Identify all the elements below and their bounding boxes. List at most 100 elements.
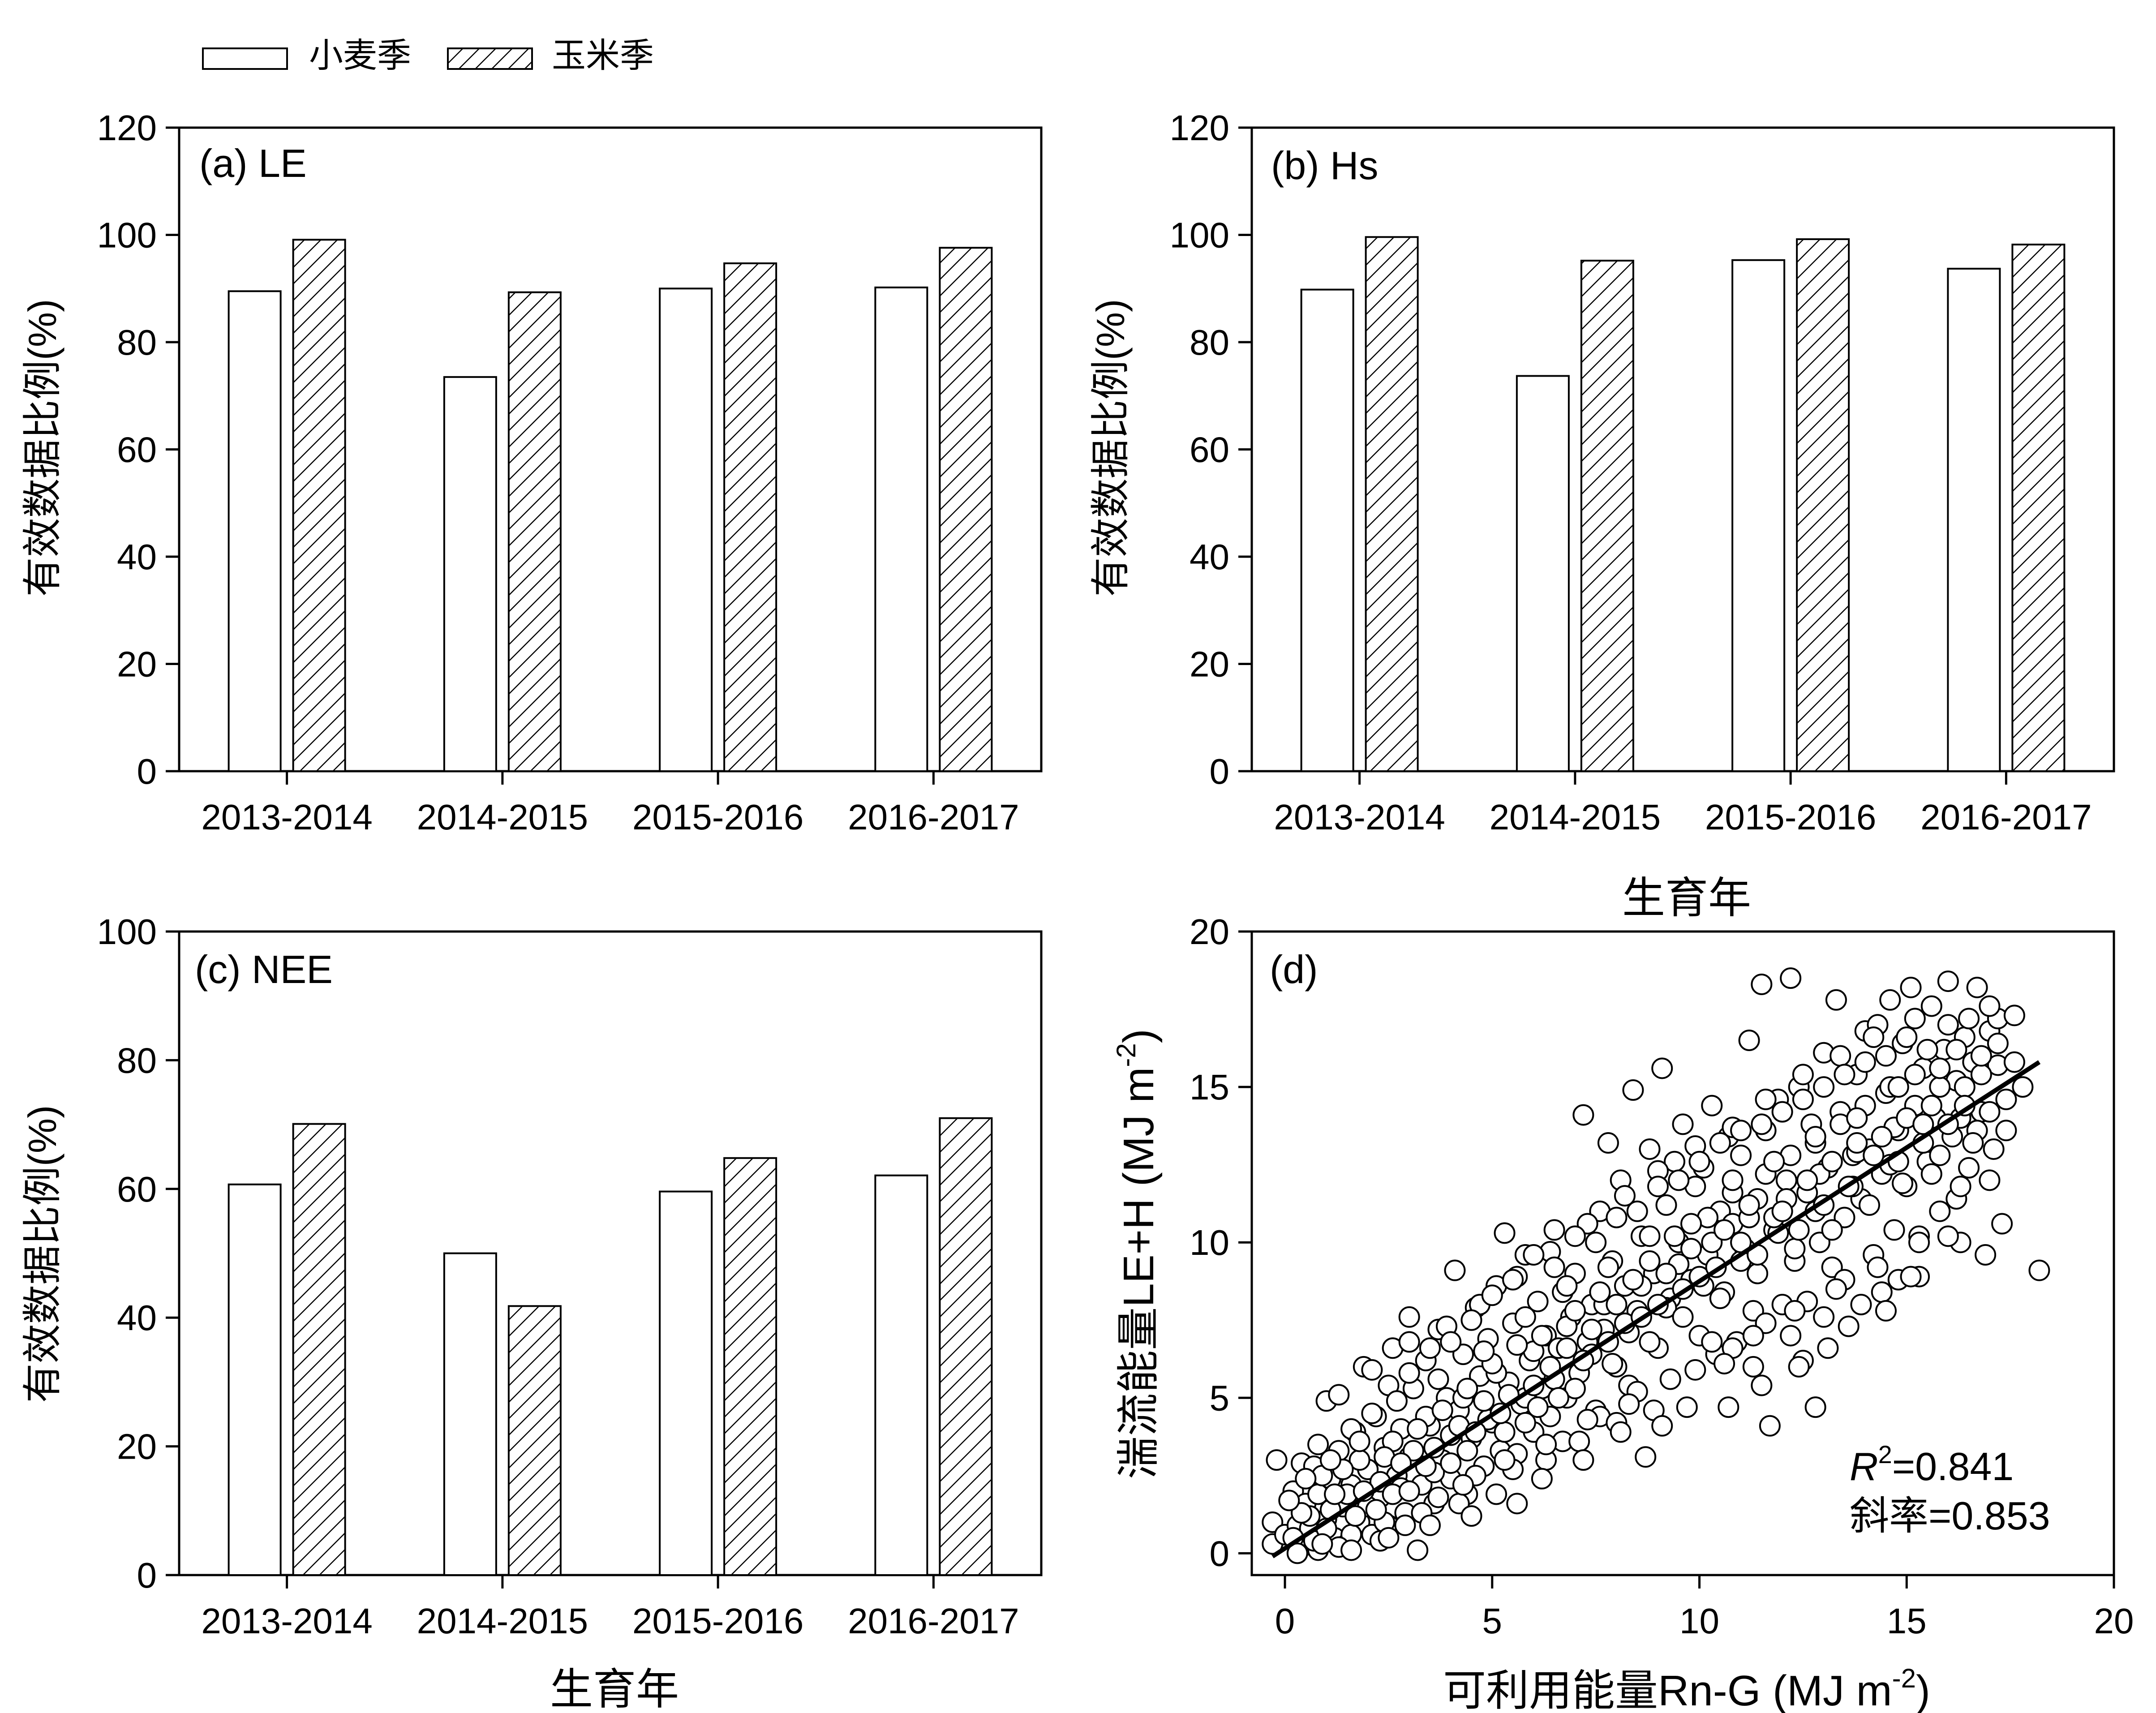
scatter-point xyxy=(1970,1064,1992,1086)
scatter-point xyxy=(1892,1172,1914,1194)
scatter-point xyxy=(1784,1300,1806,1322)
panel-b-title: (b) Hs xyxy=(1271,143,1379,188)
scatter-point xyxy=(2028,1259,2050,1281)
panel-a-y-ticks: 0 20 40 60 80 100 120 xyxy=(97,108,179,791)
x-tick-label: 20 xyxy=(2094,1601,2134,1641)
scatter-point xyxy=(1780,967,1802,989)
bar-wheat xyxy=(443,376,497,772)
scatter-point xyxy=(1854,1051,1876,1073)
scatter-point xyxy=(1622,1079,1644,1101)
scatter-point xyxy=(1278,1490,1300,1511)
scatter-point xyxy=(1771,1101,1793,1123)
scatter-point xyxy=(1494,1449,1516,1471)
scatter-point xyxy=(1680,1238,1702,1260)
x-tick-label: 2014-2015 xyxy=(417,1601,588,1641)
panel-b-y-axis-label: 有效数据比例(%) xyxy=(1088,299,1133,597)
scatter-point xyxy=(1970,1045,1992,1067)
scatter-point xyxy=(2012,1076,2034,1098)
scatter-point xyxy=(1398,1306,1420,1328)
slope-value: =0.853 xyxy=(1928,1494,2050,1538)
scatter-point xyxy=(1958,1157,1980,1179)
panel-d-slope-annotation: 斜率=0.853 xyxy=(1850,1494,2050,1538)
scatter-point xyxy=(1751,974,1773,996)
y-tick-label: 100 xyxy=(97,912,157,952)
scatter-point xyxy=(1589,1281,1611,1303)
bar-wheat xyxy=(1300,288,1354,772)
y-tick-label: 120 xyxy=(1170,108,1229,148)
bar-maize xyxy=(939,1117,993,1576)
scatter-point xyxy=(1775,1169,1797,1191)
scatter-point xyxy=(1871,1281,1893,1303)
scatter-point xyxy=(1701,1095,1723,1116)
panel-a-title: (a) LE xyxy=(199,141,307,185)
bar-wheat xyxy=(443,1252,497,1576)
scatter-point xyxy=(1494,1421,1516,1443)
scatter-point xyxy=(1813,1076,1835,1098)
y-tick-label: 40 xyxy=(117,537,157,577)
panel-d-y-label-close: ) xyxy=(1115,1029,1163,1043)
scatter-point xyxy=(1771,1200,1793,1222)
scatter-point xyxy=(1349,1430,1370,1452)
scatter-point xyxy=(1995,1088,2017,1110)
x-tick-label: 2013-2014 xyxy=(201,1601,373,1641)
y-tick-label: 80 xyxy=(117,1040,157,1080)
scatter-point xyxy=(1514,1412,1536,1434)
scatter-point xyxy=(1585,1232,1607,1254)
scatter-point xyxy=(1834,1064,1855,1086)
scatter-point xyxy=(1319,1449,1341,1471)
scatter-point xyxy=(1684,1359,1706,1381)
scatter-point xyxy=(1688,1151,1710,1172)
scatter-point xyxy=(1568,1430,1590,1452)
scatter-point xyxy=(1407,1418,1429,1440)
scatter-point xyxy=(1946,1039,1967,1060)
scatter-point xyxy=(2003,1051,2025,1073)
scatter-point xyxy=(1663,1225,1685,1247)
panel-d-title: (d) xyxy=(1270,947,1318,992)
scatter-point xyxy=(1602,1352,1623,1374)
scatter-point xyxy=(1626,1200,1648,1222)
scatter-point xyxy=(1419,1514,1441,1536)
scatter-point xyxy=(1639,1250,1661,1272)
scatter-point xyxy=(1755,1088,1777,1110)
panel-c-y-axis-label: 有效数据比例(%) xyxy=(20,1105,64,1403)
scatter-point xyxy=(1920,1095,1942,1116)
panel-a-x-ticks: 2013-2014 2014-2015 2015-2016 2016-2017 xyxy=(201,771,1019,837)
scatter-point xyxy=(1846,1132,1868,1154)
scatter-point xyxy=(1904,1064,1926,1086)
scatter-point xyxy=(1983,1138,2005,1160)
scatter-point xyxy=(1742,1325,1764,1347)
panel-d-frame xyxy=(1250,930,2115,1576)
scatter-point xyxy=(1875,1045,1897,1067)
scatter-point xyxy=(1863,1026,1885,1048)
panel-a-y-axis-label: 有效数据比例(%) xyxy=(20,299,64,597)
bar-wheat xyxy=(659,1190,713,1576)
scatter-point xyxy=(1328,1384,1350,1406)
scatter-point xyxy=(1920,1163,1942,1185)
r2-superscript: 2 xyxy=(1878,1440,1892,1468)
panel-c-y-ticks: 0 20 40 60 80 100 xyxy=(97,912,179,1595)
scatter-point xyxy=(1639,1331,1661,1353)
panel-d-r2-annotation: R2=0.841 xyxy=(1850,1440,2014,1489)
x-tick-label: 2014-2015 xyxy=(1490,797,1661,837)
scatter-point xyxy=(1547,1387,1569,1409)
scatter-point xyxy=(1714,1352,1735,1374)
panel-c-x-ticks: 2013-2014 2014-2015 2015-2016 2016-2017 xyxy=(201,1575,1019,1641)
x-tick-label: 0 xyxy=(1275,1601,1295,1641)
bar-wheat xyxy=(659,288,713,772)
scatter-point xyxy=(1875,1300,1897,1322)
scatter-point xyxy=(1966,976,1988,998)
scatter-point xyxy=(1564,1225,1586,1247)
scatter-point xyxy=(1295,1468,1317,1490)
scatter-point xyxy=(1266,1449,1288,1471)
scatter-point xyxy=(1672,1113,1694,1135)
scatter-point xyxy=(1991,1213,2013,1235)
panel-c-bars xyxy=(228,1117,993,1576)
legend-label-wheat: 小麦季 xyxy=(309,37,411,75)
scatter-point xyxy=(1473,1390,1495,1412)
panel-c-x-axis-label: 生育年 xyxy=(550,1666,679,1713)
y-tick-label: 40 xyxy=(117,1298,157,1338)
scatter-point xyxy=(1850,1294,1872,1316)
x-tick-label: 2016-2017 xyxy=(848,1601,1019,1641)
scatter-point xyxy=(1456,1440,1478,1462)
scatter-point xyxy=(1759,1415,1781,1437)
